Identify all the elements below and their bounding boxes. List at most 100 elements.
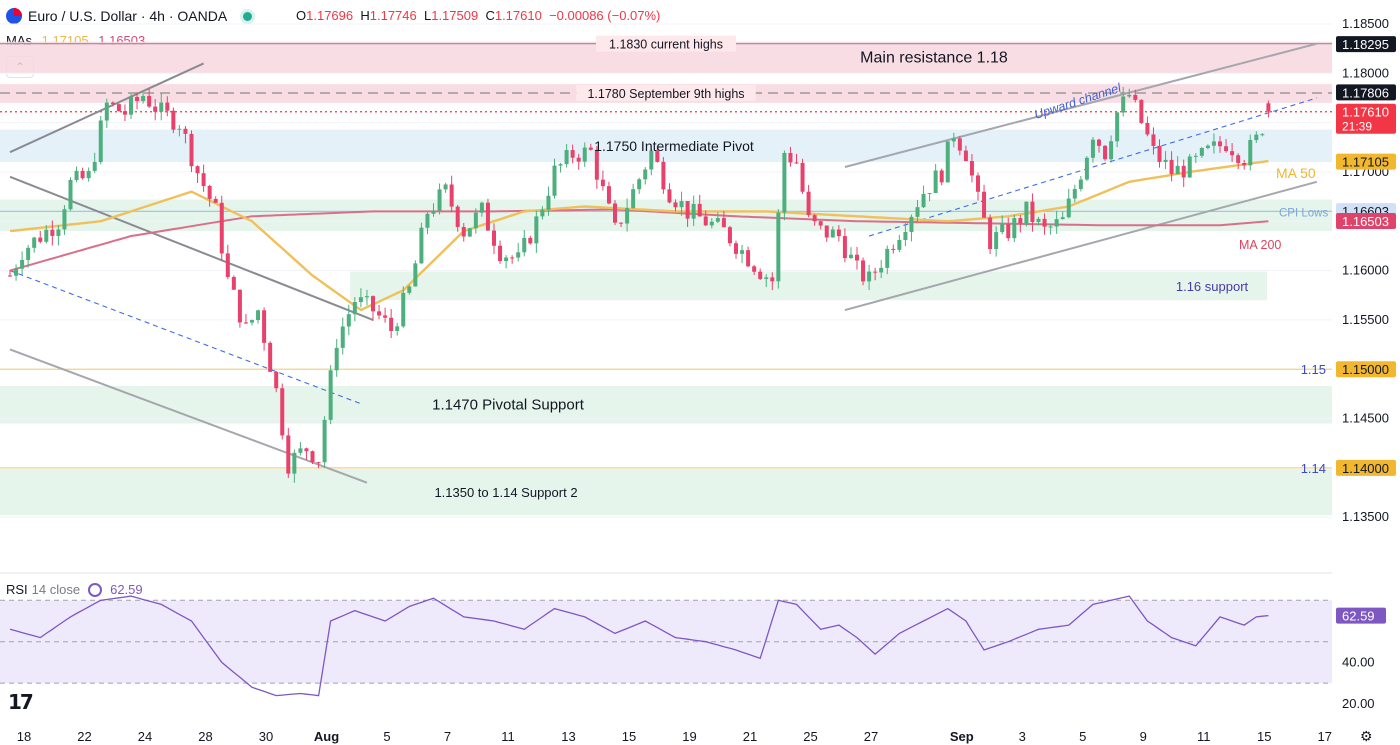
candle-body bbox=[1090, 139, 1095, 158]
candle-body bbox=[788, 152, 793, 163]
candle-body bbox=[20, 259, 25, 269]
candle-body bbox=[243, 322, 248, 324]
candle-body bbox=[836, 229, 841, 237]
candle-body bbox=[685, 201, 690, 219]
candle-body bbox=[1254, 134, 1259, 141]
candle-body bbox=[909, 216, 914, 233]
candle-body bbox=[1187, 156, 1192, 178]
candle-body bbox=[1236, 155, 1241, 163]
market-status-icon bbox=[243, 11, 253, 21]
candle-body bbox=[322, 419, 327, 463]
candle-body bbox=[903, 232, 908, 241]
candle-body bbox=[721, 218, 726, 228]
rsi-label: RSI bbox=[6, 582, 28, 597]
zone-label-pivotal-support: 1.1470 Pivotal Support bbox=[432, 397, 585, 414]
candle-body bbox=[401, 292, 406, 327]
candle-body bbox=[1133, 94, 1138, 100]
y-tick-label: 1.16000 bbox=[1342, 263, 1389, 278]
candle-body bbox=[340, 326, 345, 348]
candle-body bbox=[1139, 99, 1144, 123]
candle-body bbox=[1145, 122, 1150, 135]
candle-body bbox=[951, 138, 956, 142]
candle-body bbox=[576, 157, 581, 162]
candle-body bbox=[582, 147, 587, 162]
candle-body bbox=[207, 186, 212, 199]
hline-label: 1.1780 September 9th highs bbox=[587, 87, 744, 101]
price-tag-bg bbox=[1336, 103, 1396, 134]
candle-body bbox=[1169, 159, 1174, 175]
candle-body bbox=[177, 128, 182, 130]
candle-body bbox=[1000, 224, 1005, 233]
candle-body bbox=[679, 201, 684, 208]
candle-body bbox=[697, 203, 702, 217]
candle-body bbox=[522, 237, 527, 253]
candle-body bbox=[129, 96, 133, 115]
candle-body bbox=[867, 271, 872, 282]
candle-body bbox=[776, 212, 781, 282]
rsi-value: 62.59 bbox=[110, 582, 143, 597]
level-label-1.15: 1.15 bbox=[1301, 362, 1326, 377]
candle-body bbox=[740, 250, 745, 254]
change-value: −0.00086 (−0.07%) bbox=[549, 8, 661, 23]
candle-body bbox=[141, 96, 146, 101]
candle-body bbox=[703, 216, 708, 226]
candle-body bbox=[473, 212, 478, 229]
candle-body bbox=[752, 266, 757, 272]
currency-flag-icon bbox=[6, 8, 22, 24]
x-tick-label: 3 bbox=[1019, 729, 1026, 744]
x-tick-label: 5 bbox=[383, 729, 390, 744]
candle-body bbox=[510, 257, 515, 259]
x-tick-label: 15 bbox=[622, 729, 636, 744]
price-tag: 1.15000 bbox=[1342, 362, 1389, 377]
high-label: H bbox=[360, 8, 370, 23]
x-tick-label: 17 bbox=[1318, 729, 1332, 744]
chart-header: Euro / U.S. Dollar · 4h · OANDA O1.17696… bbox=[0, 0, 1330, 34]
trendline-upper-channel bbox=[844, 42, 1318, 168]
rsi-line bbox=[9, 595, 1269, 697]
candle-body bbox=[649, 150, 654, 170]
settings-gear-icon[interactable]: ⚙ bbox=[1360, 728, 1373, 744]
candle-body bbox=[643, 169, 648, 180]
countdown-label: 21:39 bbox=[1342, 120, 1372, 134]
candle-body bbox=[715, 218, 720, 222]
candle-body bbox=[691, 203, 696, 219]
rsi-tick-label: 40.00 bbox=[1342, 654, 1375, 669]
x-tick-label: 5 bbox=[1079, 729, 1086, 744]
x-tick-label: 22 bbox=[77, 729, 91, 744]
candle-body bbox=[498, 245, 503, 262]
candle-body bbox=[256, 310, 261, 321]
rsi-legend[interactable]: RSI 14 close 62.59 bbox=[6, 582, 143, 597]
candle-body bbox=[758, 271, 763, 279]
ohlc-values: O1.17696 H1.17746 L1.17509 C1.17610 −0.0… bbox=[296, 8, 660, 23]
candle-body bbox=[298, 448, 303, 453]
price-tag-bg bbox=[1336, 36, 1396, 53]
y-tick-label: 1.18000 bbox=[1342, 65, 1389, 80]
candle-body bbox=[183, 128, 188, 134]
candle-body bbox=[855, 254, 859, 261]
open-value: 1.17696 bbox=[306, 8, 354, 23]
candle-body bbox=[921, 193, 926, 208]
candle-body bbox=[824, 225, 829, 238]
candle-body bbox=[358, 297, 363, 302]
candle-body bbox=[957, 138, 962, 151]
candle-body bbox=[558, 164, 563, 166]
zone-support-2 bbox=[0, 468, 1332, 516]
candle-body bbox=[770, 277, 775, 282]
symbol-title[interactable]: Euro / U.S. Dollar · 4h · OANDA bbox=[6, 8, 253, 24]
candle-body bbox=[250, 320, 254, 323]
candle-body bbox=[195, 166, 200, 174]
candle-body bbox=[110, 102, 115, 105]
candle-body bbox=[873, 271, 878, 273]
candle-body bbox=[570, 150, 575, 158]
trendline-lower-channel bbox=[844, 180, 1318, 311]
candle-body bbox=[189, 133, 194, 167]
low-value: 1.17509 bbox=[431, 8, 479, 23]
tradingview-logo[interactable]: 17 bbox=[8, 690, 34, 714]
zone-label-intermediate-pivot: 1.1750 Intermediate Pivot bbox=[594, 138, 754, 154]
candle-body bbox=[268, 342, 273, 372]
candle-body bbox=[122, 111, 127, 115]
rsi-tag-bg bbox=[1336, 607, 1386, 624]
candle-body bbox=[147, 96, 152, 107]
candle-body bbox=[1030, 201, 1035, 222]
